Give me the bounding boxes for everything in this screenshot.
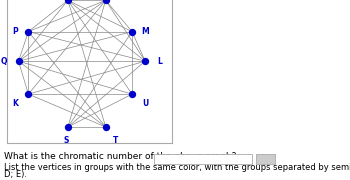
Point bbox=[65, 126, 71, 129]
Point bbox=[16, 60, 21, 63]
FancyBboxPatch shape bbox=[256, 154, 275, 164]
Text: Q: Q bbox=[0, 57, 7, 66]
Point bbox=[65, 0, 71, 2]
Text: List the vertices in groups with the same color, with the groups separated by se: List the vertices in groups with the sam… bbox=[4, 163, 350, 172]
Text: K: K bbox=[12, 100, 18, 109]
Text: D; E).: D; E). bbox=[4, 170, 27, 179]
Text: L: L bbox=[158, 57, 162, 66]
Text: T: T bbox=[113, 136, 118, 145]
Point bbox=[26, 30, 31, 33]
Text: M: M bbox=[141, 27, 149, 36]
Point bbox=[26, 93, 31, 96]
Text: S: S bbox=[64, 136, 69, 145]
Text: U: U bbox=[142, 100, 148, 109]
Text: P: P bbox=[12, 27, 18, 36]
Point bbox=[129, 30, 135, 33]
Point bbox=[103, 0, 108, 2]
Point bbox=[129, 93, 135, 96]
Point bbox=[103, 126, 108, 129]
Point bbox=[142, 60, 148, 63]
Text: What is the chromatic number of the above graph?: What is the chromatic number of the abov… bbox=[4, 152, 236, 161]
FancyBboxPatch shape bbox=[154, 154, 252, 164]
